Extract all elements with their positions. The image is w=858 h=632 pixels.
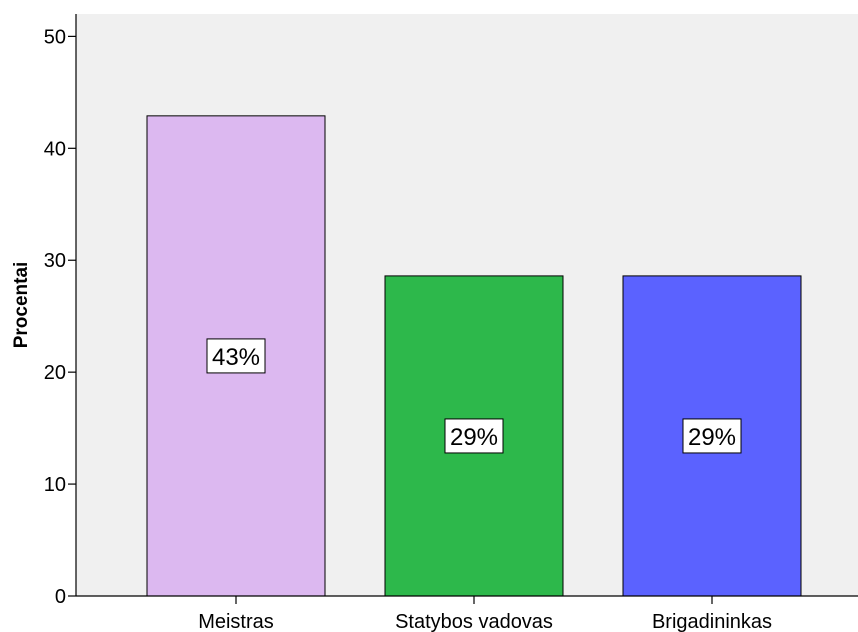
data-label: 43% — [212, 344, 260, 371]
y-tick-label: 0 — [55, 586, 66, 608]
data-label-box — [444, 418, 504, 454]
data-label-box — [206, 338, 266, 374]
data-label: 29% — [450, 424, 498, 451]
data-label: 29% — [688, 424, 736, 451]
y-tick-label: 50 — [44, 26, 66, 48]
x-tick-label: Brigadininkas — [652, 611, 772, 632]
x-tick-label: Meistras — [198, 611, 274, 632]
data-label-box — [682, 418, 742, 454]
y-axis-title: Procentai — [11, 262, 32, 349]
y-tick-label: 30 — [44, 250, 66, 272]
x-tick-label: Statybos vadovas — [395, 611, 553, 632]
y-tick-label: 20 — [44, 362, 66, 384]
y-tick-label: 10 — [44, 474, 66, 496]
y-tick-label: 40 — [44, 138, 66, 160]
